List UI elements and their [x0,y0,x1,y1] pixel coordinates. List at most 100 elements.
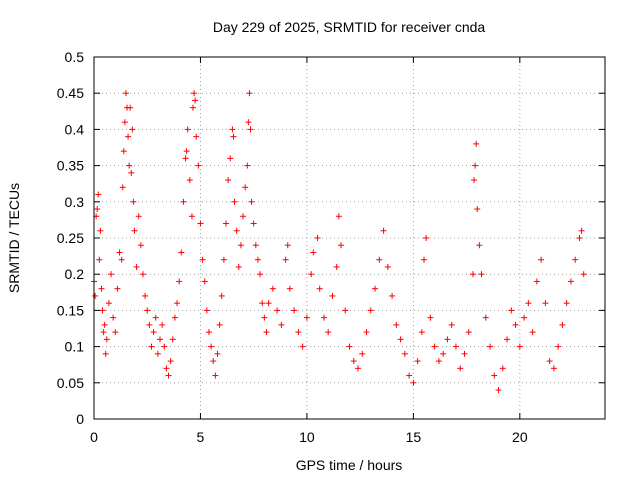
data-point [95,191,102,198]
data-point [121,119,128,126]
data-point [550,365,557,372]
data-point [203,307,210,314]
data-point [274,307,281,314]
data-point [100,329,107,336]
data-point [161,343,168,350]
y-tick-label: 0 [76,411,84,427]
data-point [448,321,455,328]
data-point [286,285,293,292]
data-point [516,343,523,350]
data-point [169,336,176,343]
data-point [329,292,336,299]
y-tick-label: 0.3 [65,194,85,210]
data-point [199,256,206,263]
data-point [212,372,219,379]
data-point [112,329,119,336]
data-point [227,155,234,162]
x-tick-label: 5 [197,429,205,445]
data-point [410,379,417,386]
data-point [299,343,306,350]
data-point [295,329,302,336]
data-point [418,329,425,336]
data-point [208,343,215,350]
data-point [367,307,374,314]
data-point [333,263,340,270]
data-point [533,278,540,285]
data-point [101,321,108,328]
data-point [308,271,315,278]
data-point [310,249,317,256]
data-point [244,162,251,169]
data-point [163,365,170,372]
data-point [183,148,190,155]
data-point [476,242,483,249]
data-point [150,329,157,336]
data-point [205,329,212,336]
data-point [99,307,106,314]
data-point [342,307,349,314]
data-point [259,300,266,307]
data-point [184,126,191,133]
data-point [157,336,164,343]
data-point [282,256,289,263]
data-point [165,372,172,379]
data-point [235,263,242,270]
data-point [223,220,230,227]
data-point [144,307,151,314]
data-point [546,358,553,365]
data-point [237,242,244,249]
data-point [567,278,574,285]
data-point [559,321,566,328]
data-point [133,263,140,270]
data-point [176,278,183,285]
data-point [242,184,249,191]
data-point [129,126,136,133]
data-point [254,256,261,263]
data-point [465,329,472,336]
data-point [139,271,146,278]
data-point [316,285,323,292]
data-point [128,169,135,176]
data-point [278,321,285,328]
data-point [154,350,161,357]
data-point [263,329,270,336]
y-tick-label: 0.15 [57,302,84,318]
data-point [97,227,104,234]
data-point [240,213,247,220]
data-point [214,350,221,357]
data-point [427,314,434,321]
data-point [469,271,476,278]
data-point [122,90,129,97]
data-point [435,358,442,365]
data-point [397,336,404,343]
data-point [452,343,459,350]
data-point [108,271,115,278]
data-point [380,227,387,234]
data-point [363,329,370,336]
data-point [355,365,362,372]
data-point [250,220,257,227]
data-point [478,271,485,278]
data-point [180,198,187,205]
data-point [225,177,232,184]
data-point [218,292,225,299]
data-point [389,292,396,299]
data-point [261,314,268,321]
data-point [197,220,204,227]
data-point [512,321,519,328]
data-point [148,343,155,350]
data-point [440,350,447,357]
data-point [508,307,515,314]
y-tick-label: 0.25 [57,230,84,246]
data-point [580,271,587,278]
data-point [284,242,291,249]
data-point [393,321,400,328]
data-point [188,213,195,220]
data-point [120,148,127,155]
data-point [190,104,197,111]
x-tick-label: 20 [512,429,528,445]
data-point [229,126,236,133]
data-point [105,300,112,307]
data-point [125,133,132,140]
